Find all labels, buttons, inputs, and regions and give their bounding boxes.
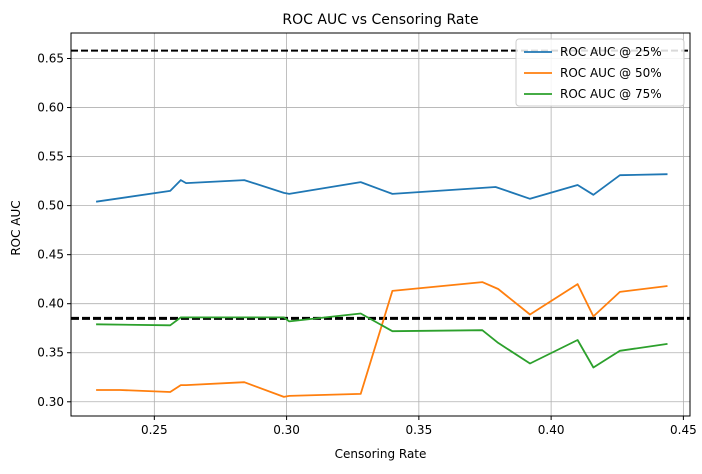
series-line-1 bbox=[95, 173, 668, 203]
y-tick-label: 0.30 bbox=[37, 395, 64, 409]
x-axis-label: Censoring Rate bbox=[335, 447, 427, 461]
y-tick-label: 0.40 bbox=[37, 297, 64, 311]
y-tick-label: 0.35 bbox=[37, 346, 64, 360]
legend[interactable]: ROC AUC @ 25% ROC AUC @ 50% ROC AUC @ 75% bbox=[515, 38, 685, 107]
y-tick-label: 0.60 bbox=[37, 101, 64, 115]
axes-frame bbox=[70, 32, 691, 417]
legend-label: ROC AUC @ 50% bbox=[560, 66, 662, 80]
y-axis-label: ROC AUC bbox=[9, 200, 23, 255]
x-tick-label: 0.35 bbox=[405, 423, 432, 437]
y-tick-label: 0.50 bbox=[37, 199, 64, 213]
x-tick-label: 0.40 bbox=[538, 423, 565, 437]
chart-title: ROC AUC vs Censoring Rate bbox=[282, 12, 478, 28]
y-tick-label: 0.65 bbox=[37, 52, 64, 66]
x-tick-label: 0.25 bbox=[141, 423, 168, 437]
legend-label: ROC AUC @ 75% bbox=[560, 87, 662, 101]
x-tick-label: 0.30 bbox=[273, 423, 300, 437]
legend-box bbox=[515, 38, 685, 107]
y-tick-label: 0.55 bbox=[37, 150, 64, 164]
y-tick-label: 0.45 bbox=[37, 248, 64, 262]
x-tick-label: 0.45 bbox=[670, 423, 697, 437]
series-line-2 bbox=[96, 281, 668, 398]
series-line-3 bbox=[96, 312, 668, 369]
legend-label: ROC AUC @ 25% bbox=[560, 45, 662, 59]
